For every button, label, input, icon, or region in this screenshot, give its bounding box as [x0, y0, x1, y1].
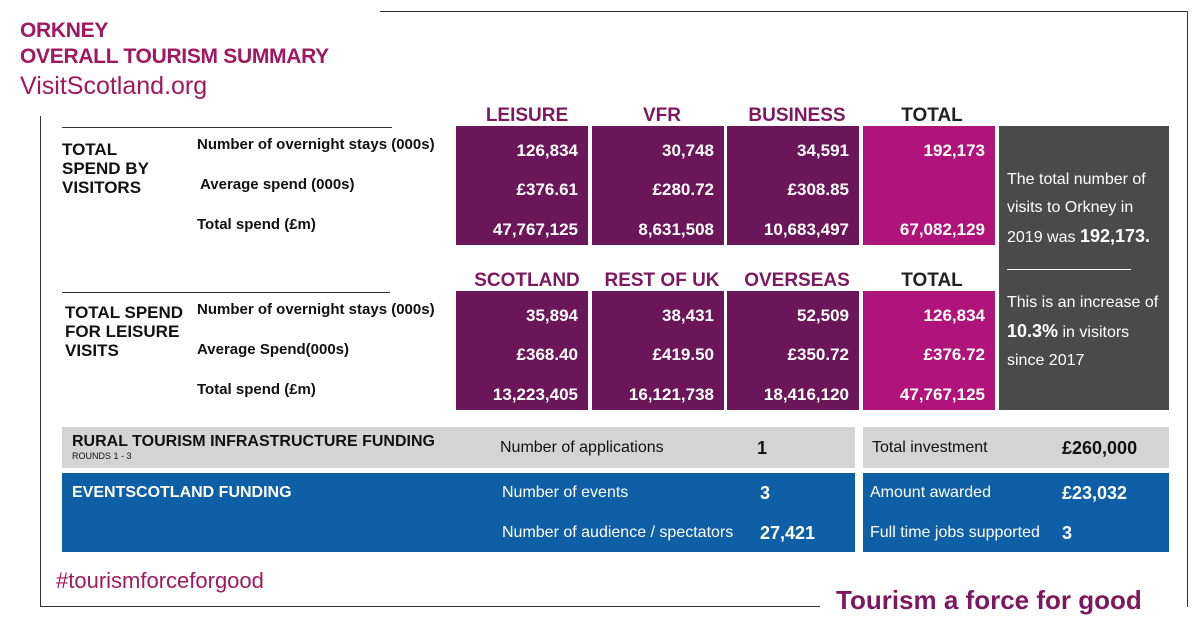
- table1-value: 8,631,508: [638, 220, 714, 239]
- table1-row-label-avg: Average spend (000s): [200, 176, 355, 193]
- rural-investment-label: Total investment: [872, 439, 988, 456]
- table1-row-label-stays: Number of overnight stays (000s): [197, 136, 435, 153]
- rural-investment-value: £260,000: [1062, 438, 1138, 458]
- table1-value: 126,834: [516, 141, 578, 160]
- table1-value: £308.85: [787, 180, 849, 199]
- page-title: ORKNEY OVERALL TOURISM SUMMARY: [20, 18, 329, 70]
- table2-value: £419.50: [652, 345, 714, 364]
- table2-value: £368.40: [516, 345, 578, 364]
- col-head-business: BUSINESS: [748, 105, 846, 126]
- summary-panel: The total number of visits to Orkney in …: [999, 126, 1169, 410]
- events-audience-label: Number of audience / spectators: [502, 524, 734, 541]
- table2-value: 16,121,738: [628, 385, 714, 404]
- rural-applications-value: 1: [757, 438, 768, 458]
- summary-divider: [1007, 269, 1131, 270]
- events-funding-title: EVENTSCOTLAND FUNDING: [72, 484, 292, 501]
- tagline: Tourism a force for good: [836, 585, 1142, 615]
- events-funding-bar: [62, 473, 855, 552]
- table2-section-label: TOTAL SPEND FOR LEISURE VISITS: [65, 303, 184, 360]
- table2-value: 18,416,120: [763, 385, 849, 404]
- events-count-value: 3: [760, 483, 771, 503]
- table2-value: £376.72: [923, 345, 985, 364]
- col-head-vfr: VFR: [643, 105, 681, 126]
- rural-funding-bar: [62, 427, 855, 468]
- events-awarded-label: Amount awarded: [870, 484, 991, 501]
- table1-section-label: TOTAL SPEND BY VISITORS: [62, 140, 149, 197]
- summary-increase-text: This is an increase of 10.3% in visitors…: [1007, 294, 1159, 369]
- col-head-total-2: TOTAL: [901, 270, 963, 291]
- table1-value: 192,173: [923, 141, 985, 160]
- table2-value: 47,767,125: [899, 385, 985, 404]
- table1-value: 34,591: [797, 141, 849, 160]
- rural-applications-label: Number of applications: [500, 439, 664, 456]
- table2-value: 38,431: [662, 306, 714, 325]
- table2-value: 126,834: [923, 306, 985, 325]
- table2-cell-overseas: [727, 291, 859, 410]
- table2-cell-scotland: [456, 291, 588, 410]
- frame-top-rule: [380, 11, 1188, 12]
- frame-bottom-rule: [40, 606, 820, 607]
- table2-label-rule: [62, 292, 390, 293]
- col-head-leisure: LEISURE: [485, 105, 569, 126]
- table1-label-rule: [62, 127, 392, 128]
- events-jobs-value: 3: [1062, 523, 1073, 543]
- rural-funding-title: RURAL TOURISM INFRASTRUCTURE FUNDING: [72, 433, 435, 450]
- page-subtitle: VisitScotland.org: [20, 72, 208, 100]
- frame-left-rule: [40, 116, 41, 607]
- summary-visits-text: The total number of visits to Orkney in …: [1007, 171, 1151, 246]
- table2-value: £350.72: [787, 345, 849, 364]
- events-award-box: [863, 473, 1169, 552]
- table1-value: 10,683,497: [763, 220, 849, 239]
- col-head-total: TOTAL: [901, 105, 963, 126]
- table2-row-label-stays: Number of overnight stays (000s): [197, 301, 435, 318]
- events-awarded-value: £23,032: [1062, 483, 1128, 503]
- table1-row-label-spend: Total spend (£m): [197, 216, 316, 233]
- table2-cell-rest-of-uk: [592, 291, 724, 410]
- table1-value: £280.72: [652, 180, 714, 199]
- hashtag-link: #tourismforceforgood: [56, 568, 264, 593]
- table1-cell-business: [727, 126, 859, 245]
- table1-cell-vfr: [592, 126, 724, 245]
- summary-increase-value: 10.3%: [1007, 321, 1059, 341]
- col-head-rest-of-uk: REST OF UK: [604, 270, 720, 291]
- title-line-1: ORKNEY: [20, 19, 109, 42]
- table2-value: 13,223,405: [492, 385, 578, 404]
- col-head-scotland: SCOTLAND: [474, 270, 580, 291]
- rural-investment-box: [863, 427, 1169, 468]
- table1-cell-total: [863, 126, 995, 245]
- table2-value: 52,509: [797, 306, 849, 325]
- table1-value: £376.61: [516, 180, 578, 199]
- table1-value: 30,748: [662, 141, 714, 160]
- table2-row-label-avg: Average Spend(000s): [197, 341, 350, 358]
- table1-value: 67,082,129: [899, 220, 985, 239]
- rural-funding-subtitle: ROUNDS 1 - 3: [72, 451, 132, 461]
- table2-row-label-spend: Total spend (£m): [197, 381, 316, 398]
- frame-right-rule: [1187, 11, 1188, 607]
- table1-value: 47,767,125: [492, 220, 578, 239]
- events-audience-value: 27,421: [760, 523, 816, 543]
- table2-cell-total: [863, 291, 995, 410]
- events-jobs-label: Full time jobs supported: [870, 524, 1040, 541]
- table2-value: 35,894: [526, 306, 578, 325]
- title-line-2: OVERALL TOURISM SUMMARY: [20, 45, 329, 68]
- summary-visits-value: 192,173.: [1079, 226, 1151, 246]
- col-head-overseas: OVERSEAS: [744, 270, 850, 291]
- events-count-label: Number of events: [502, 484, 629, 501]
- table1-cell-leisure: [456, 126, 588, 245]
